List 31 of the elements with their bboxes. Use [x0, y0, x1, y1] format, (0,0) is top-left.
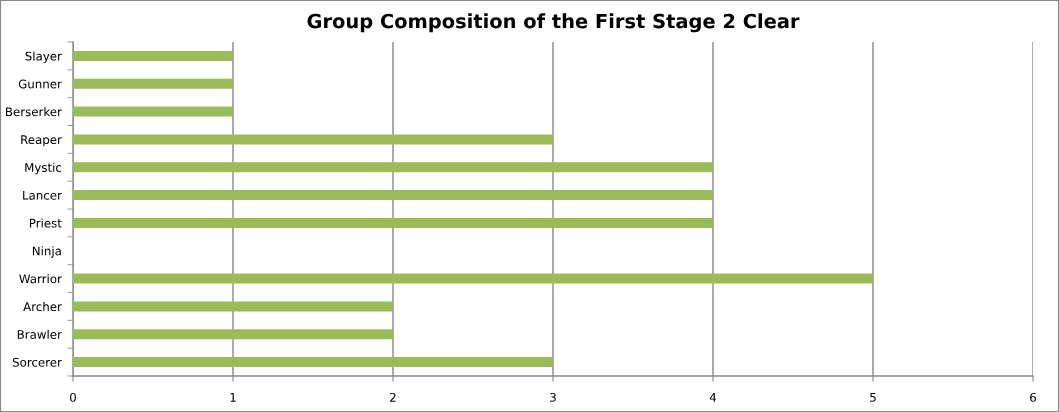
x-tick-label: 0 [70, 392, 76, 402]
bar [73, 106, 233, 117]
x-tick-label: 3 [550, 392, 556, 402]
y-tick-label: Slayer [25, 51, 62, 63]
bar [73, 78, 233, 89]
x-tick-label: 6 [1030, 392, 1037, 402]
y-tick-label: Ninja [32, 246, 61, 258]
bar [73, 217, 713, 228]
x-tick-label: 2 [390, 392, 396, 402]
x-tick-label: 1 [230, 393, 236, 402]
bar [73, 134, 553, 145]
bar [73, 357, 553, 368]
chart-title: Group Composition of the First Stage 2 Clear [307, 13, 800, 33]
bar [73, 162, 713, 173]
y-tick-label: Brawler [17, 329, 62, 339]
x-tick-label: 5 [870, 393, 876, 402]
y-tick-label: Priest [29, 218, 62, 228]
bar [73, 301, 393, 312]
bar [73, 273, 873, 284]
y-tick-label: Archer [23, 301, 62, 312]
y-tick-label: Sorcerer [12, 357, 62, 367]
bar [73, 190, 713, 201]
y-tick-label: Berserker [6, 107, 62, 117]
y-tick-label: Warrior [19, 274, 62, 284]
y-tick-label: Reaper [21, 135, 62, 147]
y-tick-label: Gunner [18, 79, 62, 89]
y-tick-label: Lancer [23, 190, 62, 200]
bar [73, 50, 233, 61]
y-tick-label: Mystic [25, 162, 62, 175]
bar [73, 329, 393, 340]
x-tick-label: 4 [709, 393, 717, 402]
